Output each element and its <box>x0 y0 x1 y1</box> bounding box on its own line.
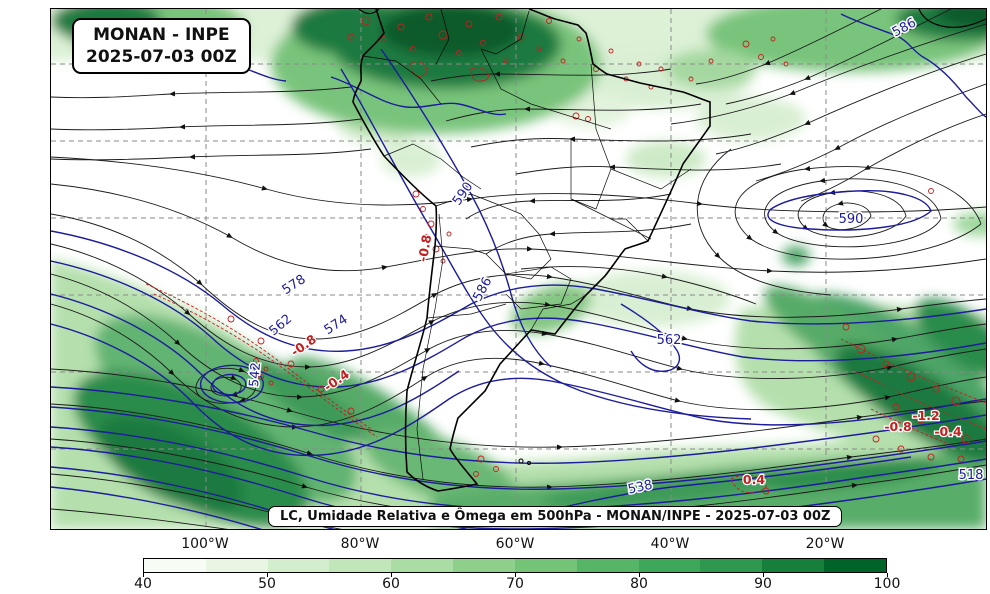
lon-tick-label: 100°W <box>181 536 229 552</box>
map-canvas: 586 590 586 590 578 574 562 562 542 538 518 -0.8 -0… <box>50 8 987 530</box>
colorbar-tick-label: 60 <box>382 576 400 592</box>
model-name: MONAN - INPE <box>93 25 230 45</box>
colorbar-tickmark <box>143 573 144 577</box>
omega-contour-label: -0.4 <box>934 424 962 439</box>
colorbar-tick-label: 40 <box>134 576 152 592</box>
colorbar-segment <box>267 559 330 572</box>
height-contour-label: 542 <box>247 362 264 388</box>
colorbar-segment <box>824 559 886 572</box>
lon-tick-label: 60°W <box>495 536 535 552</box>
omega-contour-label: -0.8 <box>884 419 911 434</box>
caption-box: LC, Umidade Relativa e Ômega em 500hPa -… <box>268 506 843 527</box>
colorbar-segment <box>762 559 825 572</box>
colorbar-tickmark <box>763 573 764 577</box>
coastlines <box>352 9 986 492</box>
colorbar-tick-label: 100 <box>873 576 901 592</box>
colorbar-tick-label: 50 <box>258 576 276 592</box>
colorbar-segment <box>576 559 639 572</box>
height-contour-label: 562 <box>266 312 295 339</box>
colorbar-tickmark <box>639 573 640 577</box>
colorbar-segment <box>144 559 206 572</box>
height-contour-label: 590 <box>839 212 864 227</box>
colorbar-segment <box>453 559 515 572</box>
height-contour-label: 586 <box>470 275 495 304</box>
colorbar-tick-label: 80 <box>630 576 648 592</box>
colorbar-tickmark <box>515 573 516 577</box>
humidity-colorbar <box>143 558 887 573</box>
height-contour-label: 578 <box>280 272 309 298</box>
colorbar-tickmark <box>887 573 888 577</box>
valid-time: 2025-07-03 00Z <box>86 47 237 68</box>
omega-contour-label: -1.2 <box>912 408 939 423</box>
height-contour-label: 574 <box>322 312 351 338</box>
colorbar-segment <box>700 559 763 572</box>
height-contour-label: 562 <box>657 333 682 348</box>
humidity-shading <box>51 9 986 529</box>
omega-contour-label: -0.8 <box>415 233 435 263</box>
colorbar-segment <box>391 559 454 572</box>
colorbar-tickmark <box>267 573 268 577</box>
lon-tick-label: 40°W <box>650 536 690 552</box>
colorbar-tickmark <box>391 573 392 577</box>
lon-tick-label: 20°W <box>805 536 845 552</box>
omega-contours <box>145 13 986 495</box>
height-contour-label: 538 <box>627 478 654 498</box>
lon-tick-label: 80°W <box>340 536 380 552</box>
colorbar-tick-label: 90 <box>754 576 772 592</box>
omega-contour-label: 0.4 <box>743 472 765 487</box>
colorbar-segment <box>638 559 701 572</box>
colorbar-segment <box>329 559 392 572</box>
colorbar-tick-label: 70 <box>506 576 524 592</box>
height-contour-label: 590 <box>450 180 477 209</box>
colorbar-segment <box>514 559 577 572</box>
colorbar-segment <box>205 559 268 572</box>
height-contour-label: 518 <box>959 468 984 483</box>
title-box: MONAN - INPE 2025-07-03 00Z <box>72 18 251 75</box>
omega-contour-label: -0.8 <box>288 331 319 359</box>
